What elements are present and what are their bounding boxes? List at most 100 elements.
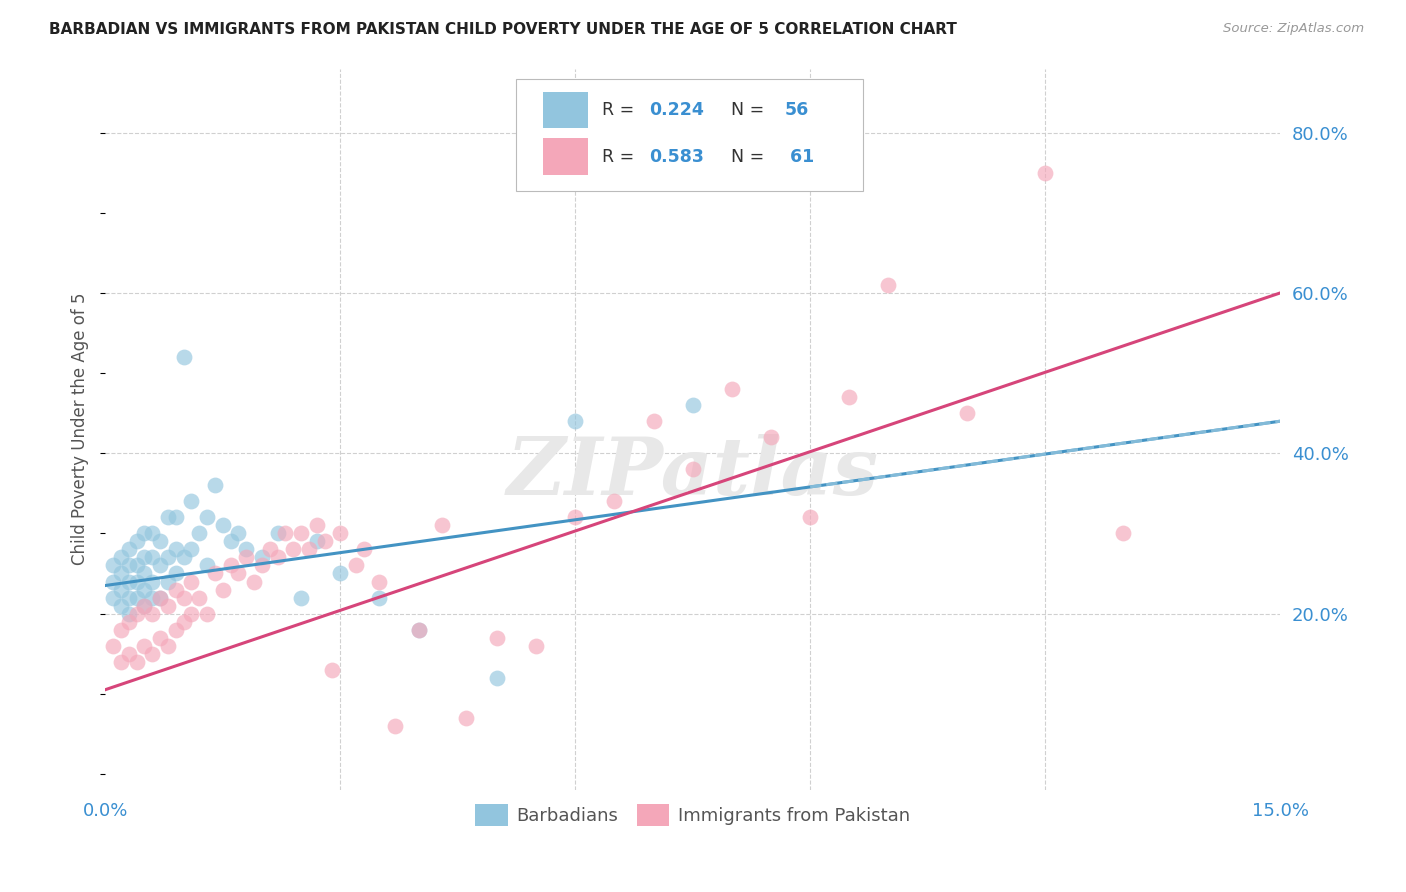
Point bbox=[283, 542, 305, 557]
Point bbox=[195, 607, 218, 621]
Point bbox=[156, 550, 179, 565]
Point bbox=[305, 534, 328, 549]
Point bbox=[180, 607, 202, 621]
Point bbox=[228, 566, 250, 581]
Point bbox=[368, 574, 391, 589]
Text: R =: R = bbox=[602, 147, 640, 166]
Point bbox=[125, 607, 148, 621]
Point bbox=[173, 591, 195, 605]
Point bbox=[165, 582, 187, 597]
Point bbox=[408, 623, 430, 637]
Point bbox=[430, 518, 453, 533]
Point bbox=[211, 518, 233, 533]
Point bbox=[110, 623, 132, 637]
Point bbox=[368, 591, 391, 605]
Point bbox=[156, 510, 179, 524]
Point bbox=[165, 566, 187, 581]
Point bbox=[266, 526, 288, 541]
Point bbox=[838, 390, 860, 404]
Point bbox=[408, 623, 430, 637]
Text: 56: 56 bbox=[785, 102, 808, 120]
Point bbox=[329, 566, 352, 581]
Point bbox=[165, 510, 187, 524]
Point bbox=[298, 542, 321, 557]
Point bbox=[141, 574, 163, 589]
Point bbox=[266, 550, 288, 565]
Point bbox=[156, 639, 179, 653]
Point bbox=[149, 631, 172, 645]
Point bbox=[118, 647, 141, 661]
Point bbox=[250, 558, 273, 573]
Point bbox=[524, 639, 547, 653]
Point bbox=[173, 615, 195, 629]
Point bbox=[134, 582, 156, 597]
Point bbox=[118, 574, 141, 589]
Point bbox=[134, 599, 156, 613]
Point bbox=[1033, 166, 1056, 180]
Point bbox=[188, 591, 211, 605]
Text: N =: N = bbox=[720, 102, 769, 120]
Point bbox=[101, 591, 124, 605]
Point bbox=[353, 542, 375, 557]
Bar bbox=[544, 93, 588, 128]
Point bbox=[799, 510, 821, 524]
Point bbox=[141, 591, 163, 605]
Point bbox=[180, 542, 202, 557]
Point bbox=[682, 462, 704, 476]
Point bbox=[118, 558, 141, 573]
Text: BARBADIAN VS IMMIGRANTS FROM PAKISTAN CHILD POVERTY UNDER THE AGE OF 5 CORRELATI: BARBADIAN VS IMMIGRANTS FROM PAKISTAN CH… bbox=[49, 22, 957, 37]
Point bbox=[141, 647, 163, 661]
Point bbox=[149, 558, 172, 573]
Point bbox=[329, 526, 352, 541]
Point bbox=[219, 558, 242, 573]
Text: R =: R = bbox=[602, 102, 640, 120]
Point bbox=[110, 566, 132, 581]
Point bbox=[149, 591, 172, 605]
Point bbox=[290, 591, 312, 605]
Point bbox=[485, 631, 508, 645]
Point bbox=[877, 277, 900, 292]
Point bbox=[156, 599, 179, 613]
Text: 0.224: 0.224 bbox=[650, 102, 704, 120]
Text: 0.583: 0.583 bbox=[650, 147, 704, 166]
Point bbox=[180, 494, 202, 508]
Point bbox=[141, 526, 163, 541]
Point bbox=[195, 510, 218, 524]
Point bbox=[643, 414, 665, 428]
Point bbox=[235, 542, 257, 557]
Point bbox=[384, 719, 406, 733]
Point bbox=[156, 574, 179, 589]
Y-axis label: Child Poverty Under the Age of 5: Child Poverty Under the Age of 5 bbox=[72, 293, 89, 566]
Point bbox=[134, 566, 156, 581]
Point bbox=[228, 526, 250, 541]
Text: ZIPatlas: ZIPatlas bbox=[506, 434, 879, 511]
Point bbox=[101, 639, 124, 653]
Point bbox=[125, 534, 148, 549]
Point bbox=[165, 623, 187, 637]
Point bbox=[125, 591, 148, 605]
Point bbox=[603, 494, 626, 508]
Point bbox=[141, 607, 163, 621]
Point bbox=[721, 382, 744, 396]
Text: 61: 61 bbox=[785, 147, 814, 166]
Point bbox=[1112, 526, 1135, 541]
Point bbox=[321, 663, 343, 677]
Point bbox=[564, 510, 586, 524]
Point bbox=[314, 534, 336, 549]
Point bbox=[173, 550, 195, 565]
Point bbox=[125, 574, 148, 589]
FancyBboxPatch shape bbox=[516, 79, 863, 191]
Point bbox=[118, 615, 141, 629]
Point bbox=[211, 582, 233, 597]
Point bbox=[110, 582, 132, 597]
Point bbox=[125, 558, 148, 573]
Point bbox=[195, 558, 218, 573]
Point bbox=[125, 655, 148, 669]
Point bbox=[101, 574, 124, 589]
Point bbox=[101, 558, 124, 573]
Point bbox=[204, 566, 226, 581]
Point bbox=[290, 526, 312, 541]
Point bbox=[110, 599, 132, 613]
Point bbox=[564, 414, 586, 428]
Point bbox=[134, 550, 156, 565]
